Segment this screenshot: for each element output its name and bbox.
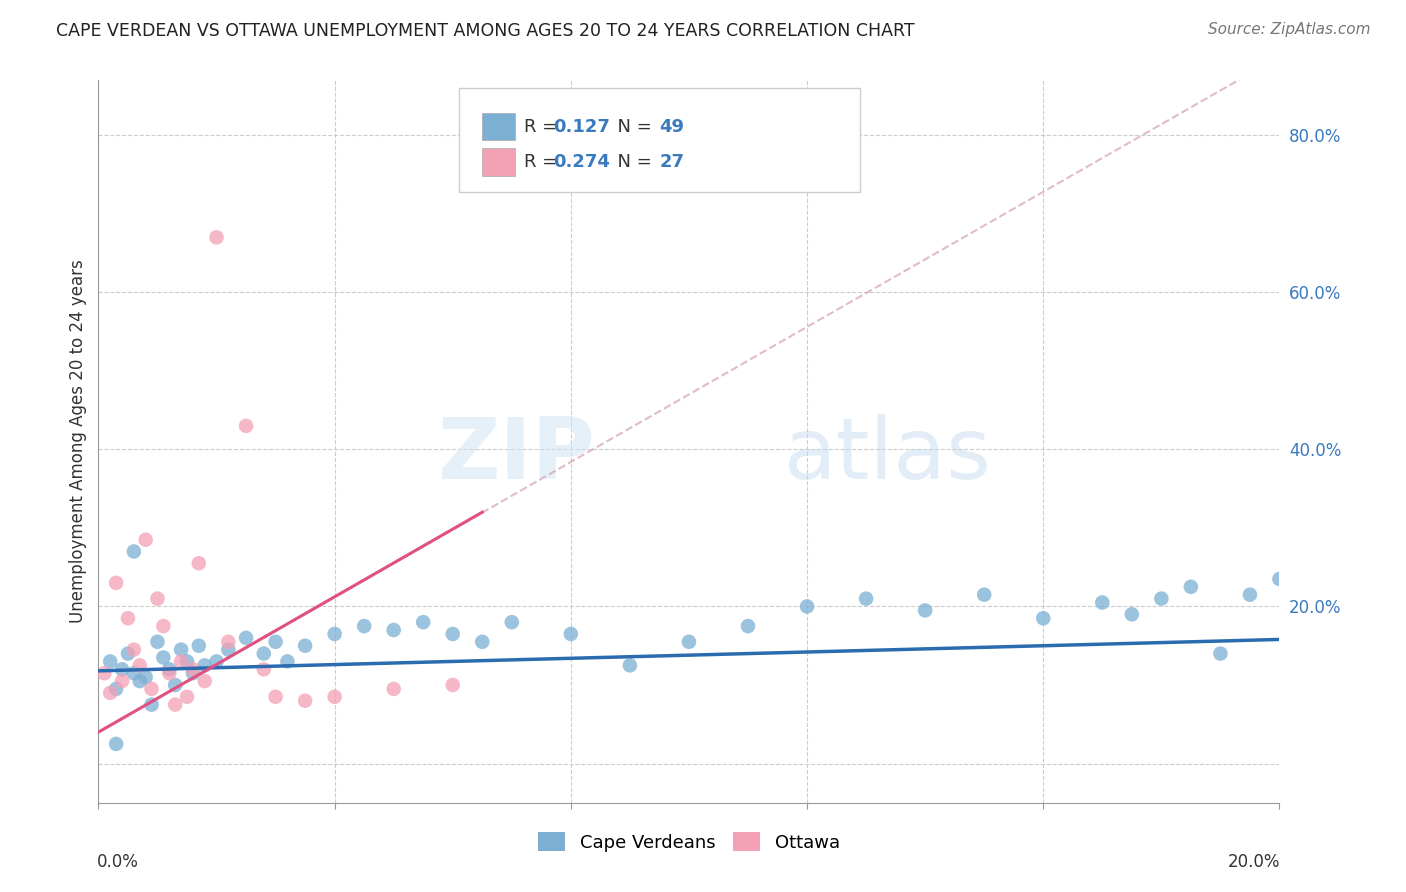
Text: R =: R = xyxy=(523,153,562,171)
Point xyxy=(1032,611,1054,625)
Point xyxy=(117,611,139,625)
Text: ZIP: ZIP xyxy=(437,415,595,498)
Point xyxy=(146,635,169,649)
Point xyxy=(135,670,157,684)
Point xyxy=(678,635,700,649)
Point xyxy=(170,642,193,657)
FancyBboxPatch shape xyxy=(482,112,516,140)
Point xyxy=(152,619,174,633)
Point xyxy=(205,655,228,669)
Point xyxy=(294,639,316,653)
Y-axis label: Unemployment Among Ages 20 to 24 years: Unemployment Among Ages 20 to 24 years xyxy=(69,260,87,624)
Point xyxy=(235,631,257,645)
Point xyxy=(855,591,877,606)
Point xyxy=(205,230,228,244)
Point xyxy=(264,635,287,649)
Point xyxy=(1268,572,1291,586)
Point xyxy=(122,666,145,681)
Point xyxy=(98,655,121,669)
Text: N =: N = xyxy=(606,153,658,171)
Point xyxy=(157,666,180,681)
Point xyxy=(796,599,818,614)
Point xyxy=(176,690,198,704)
Point xyxy=(737,619,759,633)
Point xyxy=(217,642,239,657)
Point xyxy=(560,627,582,641)
Point xyxy=(323,690,346,704)
Point xyxy=(1209,647,1232,661)
Point xyxy=(914,603,936,617)
Text: 49: 49 xyxy=(659,118,685,136)
Point xyxy=(181,662,204,676)
Point xyxy=(165,698,187,712)
Text: 20.0%: 20.0% xyxy=(1229,854,1281,871)
Point xyxy=(235,418,257,433)
Point xyxy=(187,639,209,653)
Point xyxy=(111,674,134,689)
Point xyxy=(619,658,641,673)
Point xyxy=(135,533,157,547)
Point xyxy=(1121,607,1143,622)
Point xyxy=(157,662,180,676)
Point xyxy=(122,544,145,558)
Point xyxy=(253,647,276,661)
Point xyxy=(1091,595,1114,609)
Point xyxy=(471,635,494,649)
Point xyxy=(122,642,145,657)
Point xyxy=(105,681,128,696)
Point xyxy=(264,690,287,704)
Point xyxy=(294,694,316,708)
Point xyxy=(194,658,217,673)
Point xyxy=(146,591,169,606)
Point xyxy=(1150,591,1173,606)
Point xyxy=(217,635,239,649)
Point xyxy=(98,686,121,700)
Point xyxy=(187,556,209,570)
Point xyxy=(105,575,128,590)
Text: N =: N = xyxy=(606,118,658,136)
Point xyxy=(973,588,995,602)
Point xyxy=(353,619,375,633)
Point xyxy=(412,615,434,630)
Text: R =: R = xyxy=(523,118,562,136)
Point xyxy=(117,647,139,661)
Point xyxy=(1239,588,1261,602)
Text: 27: 27 xyxy=(659,153,685,171)
Point xyxy=(128,658,150,673)
Point xyxy=(323,627,346,641)
Point xyxy=(141,698,163,712)
Point xyxy=(276,655,298,669)
Text: CAPE VERDEAN VS OTTAWA UNEMPLOYMENT AMONG AGES 20 TO 24 YEARS CORRELATION CHART: CAPE VERDEAN VS OTTAWA UNEMPLOYMENT AMON… xyxy=(56,22,915,40)
Point xyxy=(105,737,128,751)
Point xyxy=(128,674,150,689)
Point xyxy=(176,655,198,669)
Text: 0.274: 0.274 xyxy=(553,153,610,171)
Point xyxy=(441,627,464,641)
Point xyxy=(111,662,134,676)
Text: 0.0%: 0.0% xyxy=(97,854,139,871)
Point xyxy=(253,662,276,676)
Point xyxy=(181,666,204,681)
Text: atlas: atlas xyxy=(783,415,991,498)
Point xyxy=(141,681,163,696)
Point xyxy=(382,681,405,696)
Point xyxy=(501,615,523,630)
Point xyxy=(1180,580,1202,594)
Point xyxy=(382,623,405,637)
FancyBboxPatch shape xyxy=(458,87,860,193)
Point xyxy=(194,674,217,689)
FancyBboxPatch shape xyxy=(482,148,516,176)
Point xyxy=(441,678,464,692)
Text: 0.127: 0.127 xyxy=(553,118,610,136)
Point xyxy=(170,655,193,669)
Point xyxy=(165,678,187,692)
Point xyxy=(93,666,115,681)
Text: Source: ZipAtlas.com: Source: ZipAtlas.com xyxy=(1208,22,1371,37)
Point xyxy=(152,650,174,665)
Legend: Cape Verdeans, Ottawa: Cape Verdeans, Ottawa xyxy=(531,825,846,859)
